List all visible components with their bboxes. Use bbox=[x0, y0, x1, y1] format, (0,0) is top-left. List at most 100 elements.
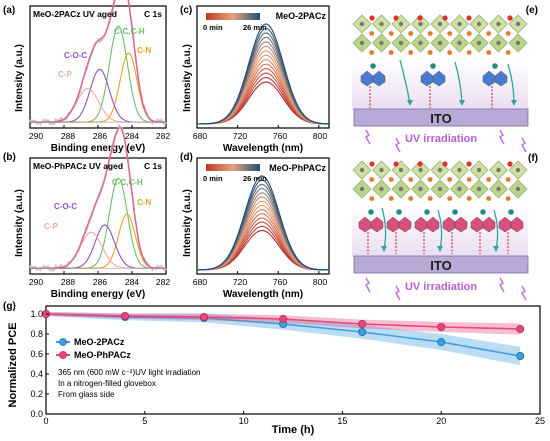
panel-g-plot bbox=[42, 309, 525, 366]
panel-b-ylabel: Intensity (a.u.) bbox=[14, 189, 25, 257]
a-site-cation bbox=[427, 50, 433, 55]
panel-d-xtick-800: 800 bbox=[313, 277, 327, 287]
charge-carrier bbox=[370, 63, 376, 69]
a-site-cation bbox=[369, 196, 375, 201]
molecule-head bbox=[398, 216, 412, 233]
octahedron-center bbox=[379, 186, 384, 192]
molecule-head bbox=[494, 70, 508, 87]
a-site-cation bbox=[447, 177, 453, 182]
charge-carrier bbox=[508, 209, 514, 215]
panel-f-ito-bar bbox=[353, 255, 529, 274]
octahedron-center bbox=[496, 40, 501, 46]
a-site-cation bbox=[505, 50, 511, 55]
panel-a-label-cp: C-P bbox=[58, 70, 72, 79]
pl-c-spectrum-4 bbox=[197, 63, 329, 125]
octahedron-center bbox=[398, 186, 404, 192]
panel-d-plot bbox=[196, 175, 330, 274]
a-site-cation bbox=[466, 177, 472, 182]
panel-f-sam-molecules bbox=[358, 207, 524, 254]
uv-bolt-icon bbox=[395, 137, 401, 153]
panel-e-uv-bolts bbox=[365, 129, 527, 153]
charge-carrier bbox=[368, 209, 374, 215]
panel-e-ito-label: ITO bbox=[430, 111, 451, 126]
a-site-cation bbox=[486, 196, 492, 201]
panel-d-xtick-760: 760 bbox=[273, 277, 287, 287]
octahedron-center bbox=[418, 167, 423, 173]
panel-g-frame bbox=[45, 305, 541, 415]
charge-carrier bbox=[396, 209, 402, 215]
panel-d: (d) Intensity (a.u.) 0 min 26 min MeO-Ph… bbox=[180, 152, 330, 300]
transport-arrowhead bbox=[511, 100, 517, 106]
a-site-cation bbox=[427, 196, 433, 201]
a-site-cation bbox=[427, 177, 433, 182]
panel-a-plot bbox=[29, 0, 167, 128]
octahedron-center bbox=[359, 186, 365, 192]
uv-bolt-icon bbox=[521, 285, 527, 301]
a-site-cation bbox=[466, 196, 472, 201]
panel-e-letter: (e) bbox=[526, 5, 538, 16]
defect-marker bbox=[466, 161, 472, 167]
pce-point-1-2 bbox=[200, 312, 209, 321]
pl-c-spectrum-13 bbox=[197, 23, 330, 125]
defect-marker bbox=[507, 161, 513, 167]
panel-b-plot bbox=[29, 123, 167, 274]
defect-marker bbox=[507, 15, 513, 21]
octahedron-center bbox=[515, 40, 521, 46]
octahedron-center bbox=[476, 186, 482, 192]
panel-c-xtick-760: 760 bbox=[273, 131, 287, 141]
panel-d-xticks: 680 720 760 800 bbox=[193, 277, 327, 287]
pce-band-1 bbox=[46, 312, 521, 335]
octahedron-center bbox=[457, 186, 462, 192]
g-xtick-label: 25 bbox=[535, 416, 545, 426]
a-site-cation bbox=[369, 177, 375, 182]
g-xtick-label: 15 bbox=[337, 416, 347, 426]
defect-marker bbox=[442, 161, 448, 167]
octahedron-center bbox=[496, 186, 501, 192]
panel-a-xtick-284: 284 bbox=[125, 131, 139, 141]
panel-g-axes: 0 5 10 15 20 25 0.0 0.2 0.4 0.6 0.8 1.0 bbox=[30, 309, 545, 426]
panel-g-note-1: 365 nm (600 mW c⁻²)UV light irradiation bbox=[58, 368, 201, 377]
a-site-cation bbox=[486, 31, 492, 36]
pce-point-0-6 bbox=[516, 351, 525, 360]
transport-arrowhead bbox=[493, 246, 499, 252]
octahedron-center bbox=[398, 40, 404, 46]
a-site-cation bbox=[408, 50, 414, 55]
panel-g: (g) Normalized PCE 0 5 10 15 20 25 0.0 0.2 0.4 0.… bbox=[3, 301, 545, 436]
panel-b-xtick-286: 286 bbox=[93, 277, 107, 287]
pl-d-spectrum-13 bbox=[197, 175, 330, 271]
a-site-cation bbox=[447, 196, 453, 201]
panel-b-frame bbox=[29, 157, 167, 275]
panel-d-xtick-680: 680 bbox=[193, 277, 207, 287]
octahedron-center bbox=[476, 21, 482, 27]
molecule-head bbox=[432, 70, 446, 87]
panel-c-xlabel: Wavelength (nm) bbox=[223, 143, 303, 154]
pl-d-spectrum-3 bbox=[196, 217, 329, 271]
octahedron-center bbox=[418, 21, 423, 27]
panel-b-label-cc: C-C,C-H bbox=[112, 178, 143, 187]
g-xtick-label: 5 bbox=[142, 416, 147, 426]
a-site-cation bbox=[486, 50, 492, 55]
octahedron-center bbox=[437, 186, 443, 192]
panel-g-note-3: From glass side bbox=[58, 390, 115, 399]
octahedron-center bbox=[379, 40, 384, 46]
uv-bolt-icon bbox=[521, 137, 527, 153]
pl-c-spectrum-7 bbox=[197, 50, 329, 125]
octahedron-center bbox=[515, 21, 521, 27]
panel-b-label-cp: C-P bbox=[44, 222, 58, 231]
legend-marker-blue bbox=[59, 338, 67, 346]
uv-bolt-icon bbox=[365, 129, 371, 145]
g-ytick-label: 1.0 bbox=[30, 309, 43, 319]
pl-c-spectrum-1 bbox=[197, 76, 329, 125]
panel-c-xtick-680: 680 bbox=[193, 131, 207, 141]
panel-a-core-level: C 1s bbox=[144, 9, 162, 19]
a-site-cation bbox=[408, 177, 414, 182]
octahedron-center bbox=[437, 167, 443, 173]
uv-bolt-icon bbox=[499, 129, 505, 145]
panel-g-legend: MeO-2PACz MeO-PhPACz bbox=[56, 337, 131, 360]
pl-c-spectrum-0 bbox=[197, 81, 329, 125]
molecule-head bbox=[510, 216, 524, 233]
pl-d-spectrum-7 bbox=[197, 200, 329, 271]
panel-g-ylabel: Normalized PCE bbox=[7, 323, 19, 408]
panel-a-label-cc: C-C,C-H bbox=[114, 27, 145, 36]
